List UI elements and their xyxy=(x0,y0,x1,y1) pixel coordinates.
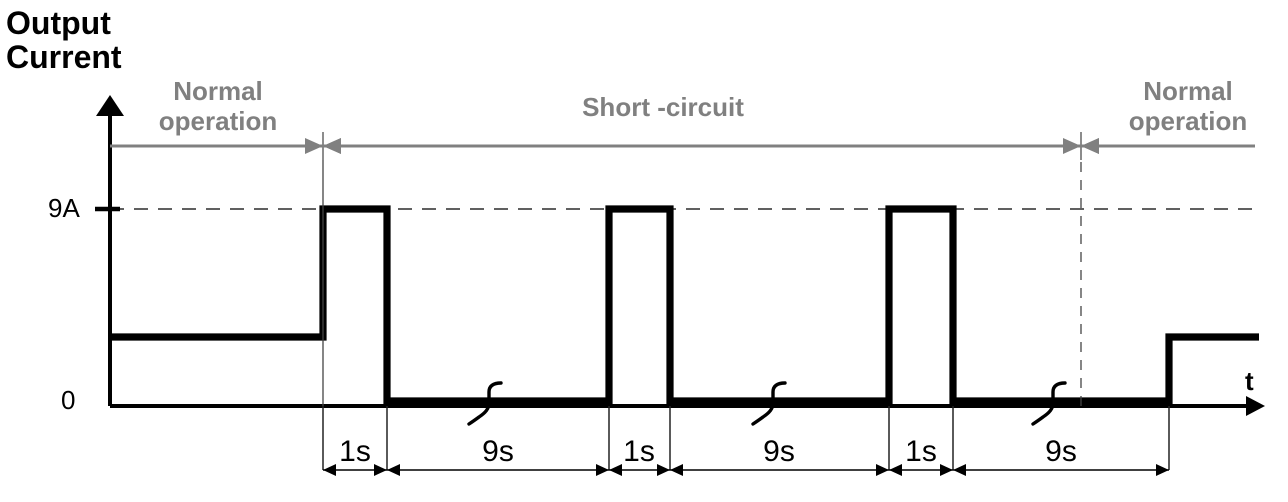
svg-text:9A: 9A xyxy=(48,193,80,223)
svg-text:operation: operation xyxy=(1129,106,1247,136)
svg-text:Current: Current xyxy=(6,39,122,75)
svg-text:Normal: Normal xyxy=(173,76,263,106)
svg-text:operation: operation xyxy=(159,106,277,136)
svg-text:9s: 9s xyxy=(482,435,514,468)
svg-text:Normal: Normal xyxy=(1143,76,1233,106)
svg-text:1s: 1s xyxy=(905,435,937,468)
svg-text:9s: 9s xyxy=(763,435,795,468)
svg-text:t: t xyxy=(1245,366,1254,396)
svg-text:0: 0 xyxy=(61,385,75,415)
svg-text:1s: 1s xyxy=(339,435,371,468)
svg-text:9s: 9s xyxy=(1045,435,1077,468)
svg-text:Short -circuit: Short -circuit xyxy=(582,92,744,122)
svg-text:Output: Output xyxy=(6,5,111,41)
svg-text:1s: 1s xyxy=(623,435,655,468)
